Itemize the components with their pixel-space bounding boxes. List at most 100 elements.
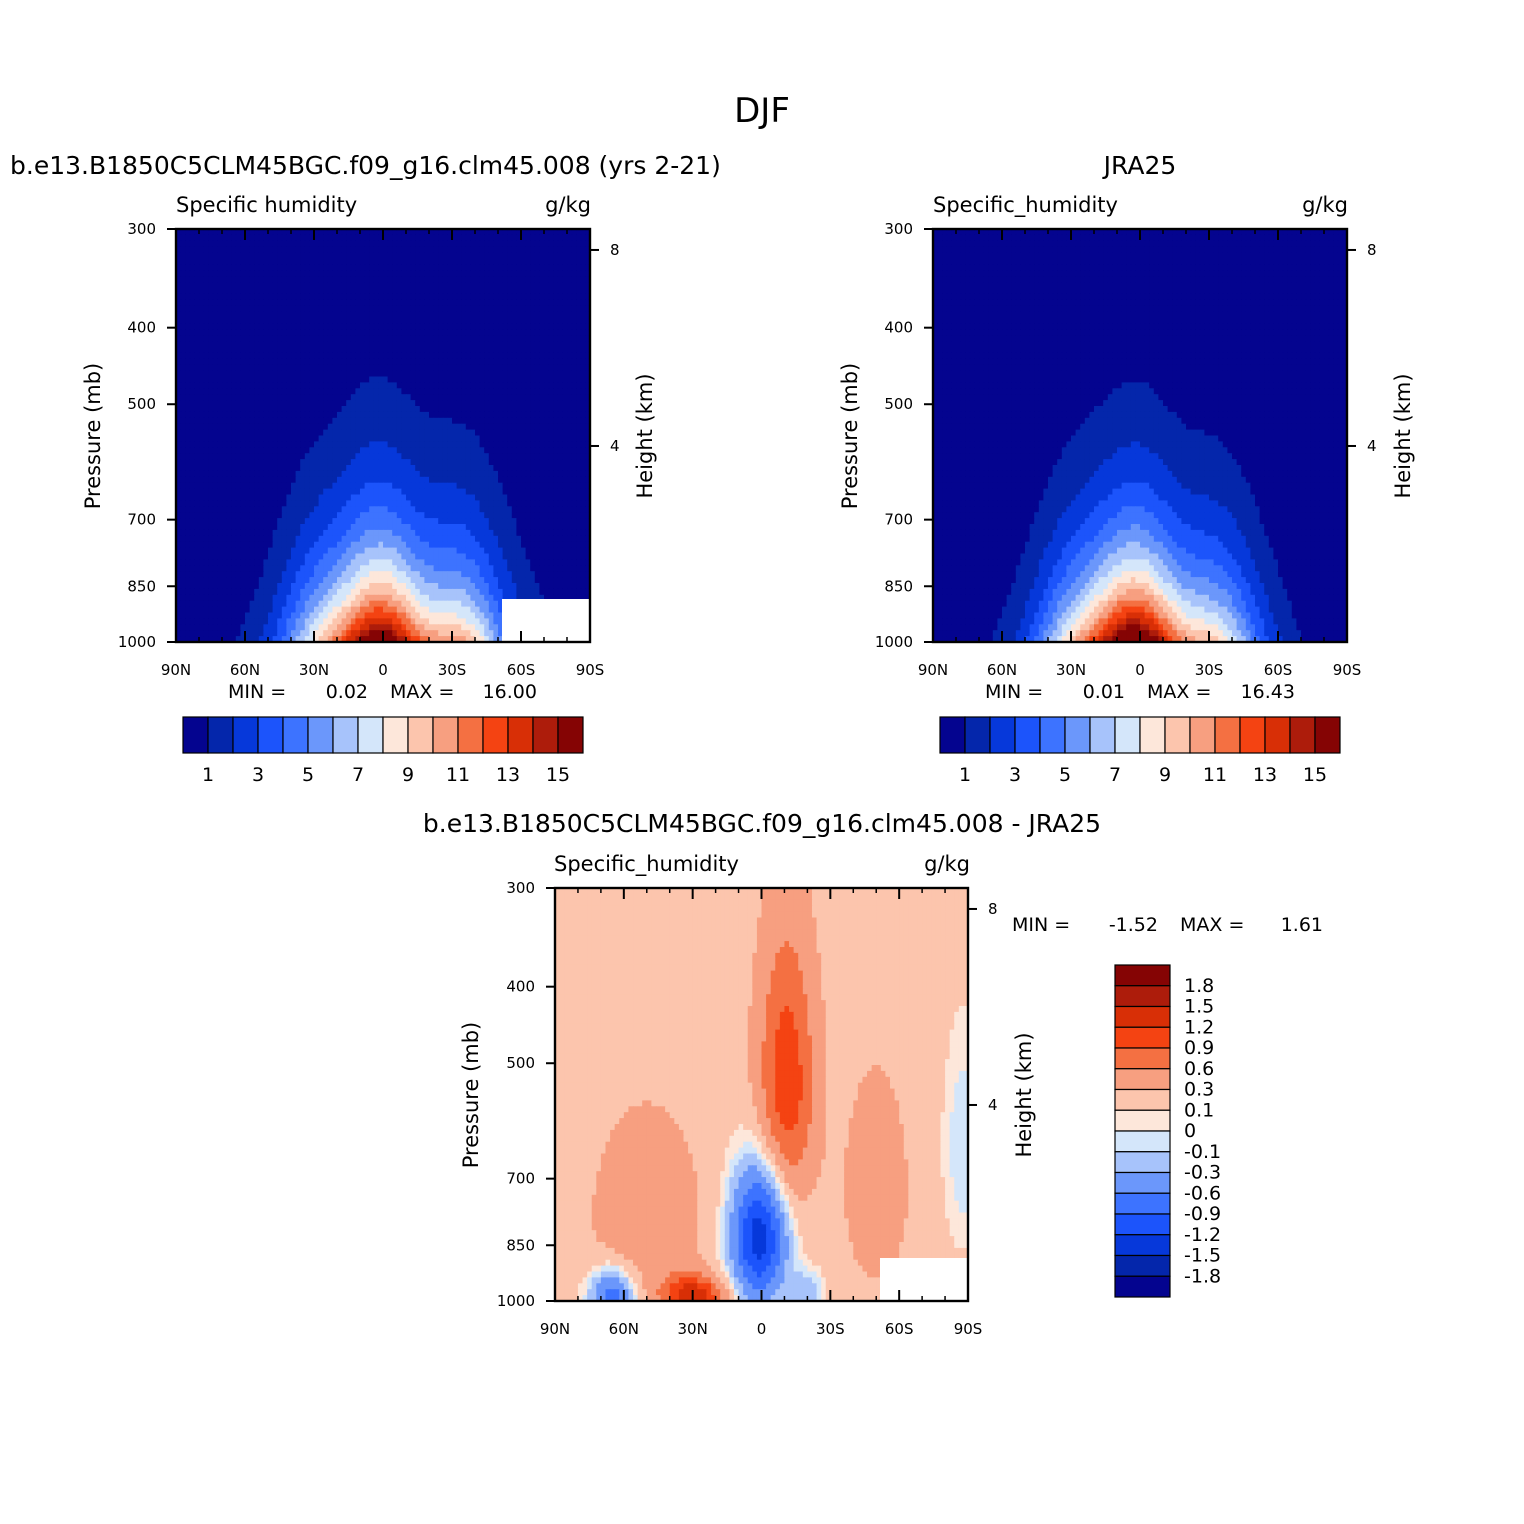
panel-model-cell [544,512,550,519]
panel-model-cell [585,411,591,419]
panel-model-cell [258,352,264,360]
panel-model-cell [199,276,205,283]
panel-model-cell [369,382,375,389]
panel-model-cell [268,347,274,354]
panel-model-cell [364,535,370,543]
panel-model-cell [203,270,209,277]
panel-model-cell [419,482,425,490]
panel-model-cell [341,252,347,260]
panel-model-cell [415,535,421,543]
panel-model-cell [530,394,536,401]
panel-model-cell [263,488,269,496]
panel-model-cell [268,282,274,289]
panel-model-cell [364,347,370,354]
panel-model-cell [576,370,582,378]
panel-model-cell [484,417,490,425]
panel-model-cell [189,246,195,254]
panel-model-cell [341,417,347,425]
panel-model-cell [410,470,416,478]
panel-model-cell [442,293,448,301]
panel-model-cell [548,317,554,324]
panel-model-cell [461,364,467,372]
panel-model-cell [585,317,591,324]
panel-model-cell [401,506,407,513]
panel-model-cell [530,252,536,260]
panel-model-cell [498,229,504,236]
panel-model-cell [488,288,494,295]
panel-model-cell [176,270,182,277]
panel-model-cell [327,252,333,260]
panel-model-cell [456,229,462,236]
panel-model-cell [521,329,527,336]
panel-model-cell [235,453,241,460]
panel-model-cell [378,376,384,383]
panel-model-cell [180,411,186,419]
panel-model-cell [544,459,550,466]
panel-model-cell [199,506,205,513]
panel-model-cell [502,229,508,236]
panel-model-cell [475,364,481,372]
panel-model-cell [199,364,205,372]
panel-model-cell [507,529,513,537]
panel-model-cell [378,288,384,295]
panel-model-cell [479,394,485,401]
panel-model-cell [502,352,508,360]
panel-model-cell [392,246,398,254]
panel-model-cell [212,341,218,348]
panel-model-cell [475,376,481,383]
panel-model-cell [245,276,251,283]
panel-model-cell [272,494,278,501]
panel-model-cell [396,476,402,484]
panel-model-cell [429,388,435,395]
panel-model-cell [286,476,292,484]
panel-model-cell [378,388,384,395]
panel-model-cell [406,317,412,324]
panel-model-cell [263,394,269,401]
panel-model-cell [245,541,251,549]
panel-model-cell [245,423,251,431]
panel-model-cell [447,305,453,313]
panel-model-cell [498,335,504,342]
panel-model-cell [235,264,241,271]
panel-model-cell [488,323,494,330]
panel-model-cell [465,512,471,519]
panel-model-cell [567,453,573,460]
panel-model-cell [502,488,508,496]
panel-model-cell [231,317,237,324]
panel-model-cell [456,476,462,484]
panel-model-cell [203,335,209,342]
panel-model-cell [576,417,582,425]
panel-model-cell [525,258,531,265]
panel-model-cell [268,553,274,560]
panel-model-cell [516,317,522,324]
panel-model-cell [456,529,462,537]
panel-model-cell [263,541,269,549]
panel-model-cell [350,229,356,236]
panel-model-cell [217,358,223,366]
panel-model-cell [222,453,228,460]
panel-model-cell [576,429,582,437]
panel-model-cell [254,270,260,277]
panel-model-cell [548,240,554,248]
panel-model-cell [580,335,586,342]
panel-model-cell [355,553,361,560]
panel-model-cell [199,470,205,478]
panel-model-cell [217,529,223,537]
panel-model-cell [217,234,223,242]
panel-model-cell [475,453,481,460]
panel-model-cell [208,252,214,260]
panel-model-cell [383,518,389,525]
panel-model-cell [396,435,402,442]
panel-model-cell [346,258,352,265]
panel-model-cell [548,465,554,472]
panel-model-cell [309,388,315,395]
panel-model-cell [295,512,301,519]
panel-model-cell [470,246,476,254]
panel-model-cell [373,411,379,419]
panel-model-cell [314,535,320,543]
panel-model-cell [419,288,425,295]
panel-model-cell [553,246,559,254]
panel-model-cell [475,240,481,248]
panel-model-cell [360,394,366,401]
panel-model-cell [576,518,582,525]
